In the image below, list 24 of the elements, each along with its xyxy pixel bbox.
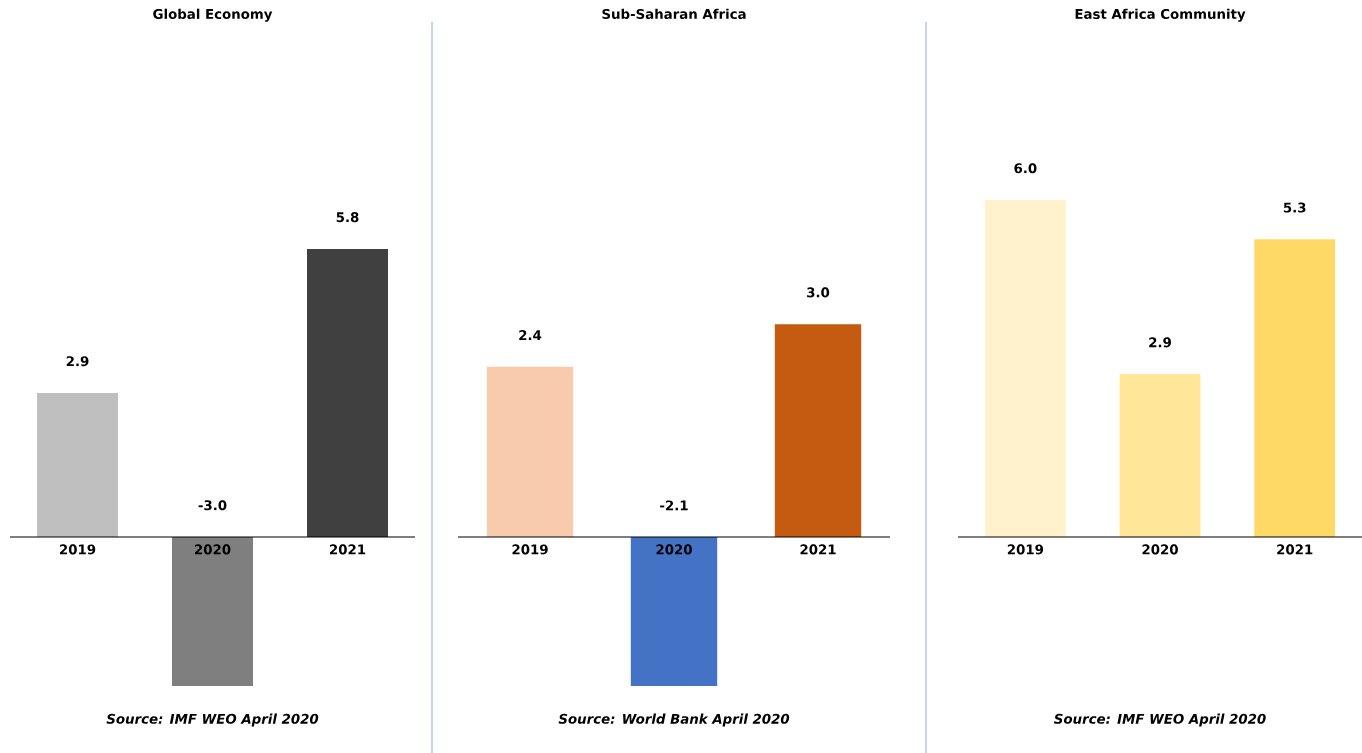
data-label: 6.0 [1014,163,1037,174]
chart-title: Global Economy [153,8,273,22]
data-label: 2.9 [66,356,89,367]
chart-title: Sub-Saharan Africa [602,8,746,20]
data-label: 3.0 [807,287,830,298]
source-note: Source: IMF WEO April 2020 [106,713,319,727]
x-tick-label: 2020 [656,544,692,555]
x-tick-label: 2020 [195,544,231,555]
x-tick-label: 2019 [512,544,548,555]
x-tick-label: 2019 [59,544,96,555]
source-note: Source: IMF WEO April 2020 [1054,713,1266,727]
data-label: 5.3 [1283,202,1306,213]
x-tick-label: 2020 [1142,544,1178,555]
data-label: 2.4 [519,330,542,340]
chart-title: East Africa Community [1075,8,1246,22]
x-tick-label: 2021 [1277,544,1313,555]
data-label: -3.0 [198,500,227,511]
x-tick-label: 2021 [330,544,366,555]
source-note: Source: World Bank April 2020 [558,713,790,727]
data-label: 5.8 [336,212,359,223]
data-label: 2.9 [1149,337,1171,348]
data-label: -2.1 [660,500,688,511]
x-tick-label: 2019 [1007,544,1044,555]
x-tick-label: 2021 [800,544,836,555]
